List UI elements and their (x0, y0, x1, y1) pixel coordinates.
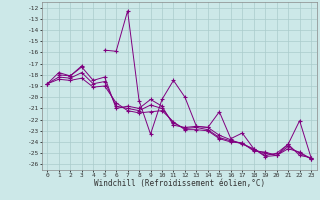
X-axis label: Windchill (Refroidissement éolien,°C): Windchill (Refroidissement éolien,°C) (94, 179, 265, 188)
